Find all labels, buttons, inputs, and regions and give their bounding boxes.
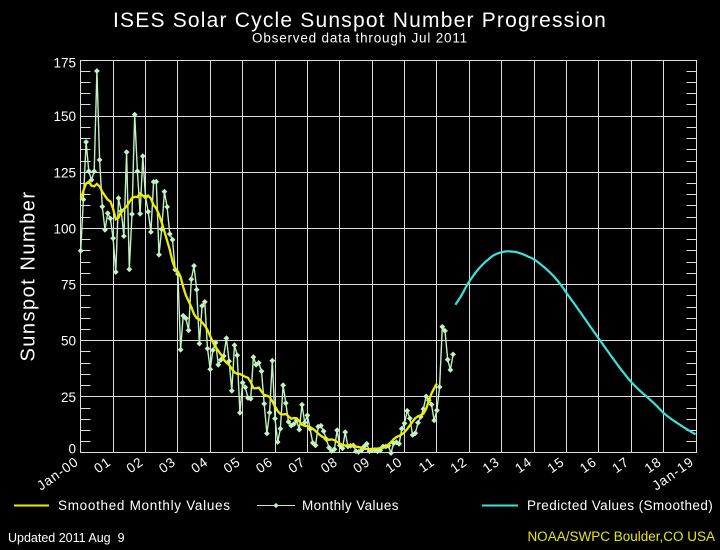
svg-text:75: 75 [61,278,76,293]
svg-text:25: 25 [61,390,76,405]
svg-text:0: 0 [68,442,76,457]
svg-text:Observed data through Jul 2011: Observed data through Jul 2011 [252,31,468,46]
svg-text:Sunspot Number: Sunspot Number [18,190,40,361]
svg-text:100: 100 [53,221,76,236]
svg-text:125: 125 [53,165,76,180]
svg-text:Predicted Values (Smoothed): Predicted Values (Smoothed) [527,498,713,513]
svg-text:50: 50 [61,334,76,349]
svg-text:Updated 2011 Aug 9: Updated 2011 Aug 9 [8,531,125,545]
svg-text:NOAA/SWPC Boulder,CO USA: NOAA/SWPC Boulder,CO USA [527,529,715,544]
svg-text:ISES Solar Cycle Sunspot Numbe: ISES Solar Cycle Sunspot Number Progress… [113,9,607,32]
svg-text:175: 175 [53,56,76,71]
svg-text:Smoothed Monthly Values: Smoothed Monthly Values [58,498,231,513]
svg-text:Monthly Values: Monthly Values [302,498,399,513]
svg-text:150: 150 [53,109,76,124]
